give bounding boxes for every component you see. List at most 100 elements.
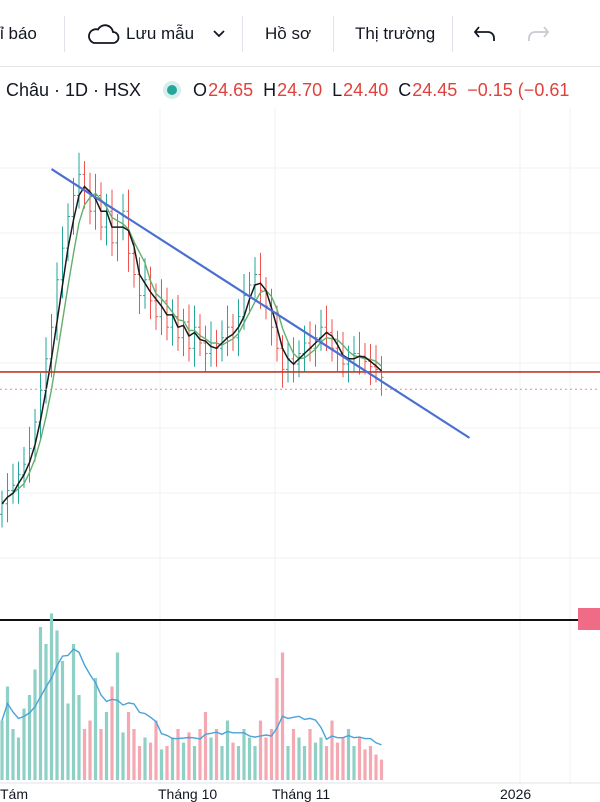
- volume-bar: [297, 737, 301, 780]
- volume-bar: [302, 746, 307, 780]
- close-value: 24.45: [412, 79, 458, 100]
- undo-icon: [473, 26, 495, 41]
- volume-bar: [121, 732, 125, 780]
- top-toolbar: ỉ báo Lưu mẫu Hồ sơ Thị trường: [0, 0, 600, 67]
- volume-bar: [33, 669, 37, 780]
- volume-bar: [242, 729, 246, 780]
- redo-button[interactable]: [525, 12, 551, 56]
- volume-bar: [264, 737, 268, 780]
- volume-bar: [16, 737, 21, 780]
- volume-bar: [192, 746, 197, 780]
- volume-bar: [181, 742, 186, 780]
- profile-button[interactable]: Hồ sơ: [265, 12, 311, 56]
- toolbar-divider: [452, 16, 453, 52]
- volume-bar: [231, 742, 235, 780]
- volume-bar: [247, 737, 252, 780]
- x-axis-label-oct: Tháng 10: [158, 786, 218, 802]
- undo-button[interactable]: [472, 12, 498, 56]
- toolbar-divider: [64, 16, 65, 52]
- open-label: O: [193, 79, 208, 100]
- volume-bar: [165, 746, 169, 780]
- volume-bar: [5, 686, 10, 780]
- volume-bar: [341, 737, 345, 780]
- volume-bar: [115, 652, 120, 780]
- symbol-legend: Châu · 1D · HSX O 24.65 H 24.70 L 24.40 C 24…: [0, 76, 600, 104]
- volume-bar: [187, 732, 191, 780]
- volume-bar: [203, 712, 208, 780]
- volume-bar: [99, 729, 103, 780]
- toolbar-divider: [242, 16, 243, 52]
- volume-bar: [38, 627, 43, 780]
- indicators-button[interactable]: ỉ báo: [0, 12, 37, 56]
- symbol-title: Châu · 1D · HSX: [6, 79, 142, 100]
- volume-bar: [148, 742, 153, 780]
- volume-bar: [330, 720, 334, 780]
- volume-bar: [66, 703, 70, 780]
- volume-bar: [269, 729, 274, 780]
- volume-bar: [214, 729, 219, 780]
- market-label: Thị trường: [355, 24, 436, 43]
- volume-bar: [170, 737, 175, 780]
- volume-bar: [154, 720, 158, 780]
- price-chart[interactable]: [0, 108, 600, 784]
- x-axis-label-nov: Tháng 11: [272, 786, 331, 802]
- redo-icon: [528, 26, 550, 41]
- open-value: 24.65: [208, 79, 254, 100]
- market-button[interactable]: Thị trường: [355, 12, 435, 56]
- volume-bar: [93, 678, 98, 780]
- volume-bar: [313, 742, 318, 780]
- volume-bar: [22, 708, 26, 780]
- trendline: [50, 168, 471, 439]
- volume-bar: [104, 712, 109, 780]
- volume-bar: [198, 729, 202, 780]
- volume-bar: [55, 630, 59, 780]
- volume-bar: [291, 729, 296, 780]
- volume-bar: [110, 686, 114, 780]
- volume-bar: [225, 720, 230, 780]
- price-axis-marker: [578, 608, 600, 630]
- save-template-button[interactable]: Lưu mẫu: [86, 12, 194, 56]
- volume-bar: [236, 746, 241, 780]
- volume-ma-line: [1, 648, 382, 746]
- volume-bar: [308, 729, 312, 780]
- volume-bar: [319, 737, 323, 780]
- cloud-icon: [88, 24, 120, 44]
- volume-bar: [220, 746, 224, 780]
- ma-slow-line: [1, 192, 382, 505]
- volume-bar: [27, 695, 32, 780]
- volume-bar: [209, 737, 213, 780]
- volume-bar: [258, 720, 263, 780]
- volume-bar: [335, 742, 340, 780]
- volume-bar: [253, 746, 257, 780]
- volume-bar: [82, 729, 87, 780]
- volume-bar: [324, 746, 329, 780]
- high-value: 24.70: [277, 79, 323, 100]
- volume-bar: [88, 720, 92, 780]
- volume-bar: [143, 737, 147, 780]
- change-value: −0.15 (−0.61: [467, 79, 570, 100]
- volume-bar: [346, 729, 351, 780]
- market-status-dot: [167, 85, 178, 95]
- volume-bar: [0, 720, 4, 780]
- low-value: 24.40: [343, 79, 389, 100]
- volume-bar: [137, 746, 142, 780]
- toolbar-divider: [333, 16, 334, 52]
- high-label: H: [263, 79, 277, 100]
- volume-bar: [44, 644, 48, 780]
- x-axis-label-2026: 2026: [500, 786, 532, 802]
- volume-bar: [357, 737, 362, 780]
- volume-bar: [159, 749, 164, 780]
- save-template-dropdown[interactable]: [212, 12, 226, 56]
- volume-bar: [379, 759, 384, 780]
- volume-bar: [11, 729, 15, 780]
- volume-bar: [126, 712, 131, 780]
- volume-bar: [286, 746, 290, 780]
- chevron-down-icon: [213, 30, 225, 38]
- low-label: L: [332, 79, 343, 100]
- volume-bar: [71, 644, 76, 780]
- volume-bar: [132, 729, 136, 780]
- x-axis-label-aug: Tám: [0, 786, 28, 802]
- volume-bar: [352, 746, 356, 780]
- close-label: C: [398, 79, 412, 100]
- indicators-label: ỉ báo: [0, 24, 37, 43]
